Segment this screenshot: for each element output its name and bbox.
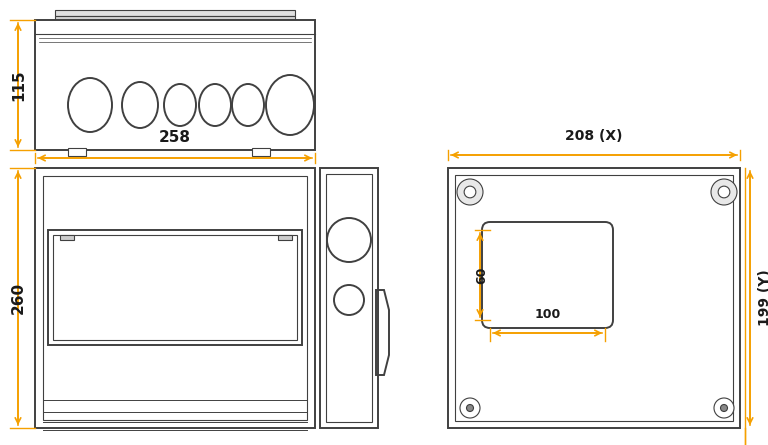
Bar	[278, 235, 292, 240]
Ellipse shape	[164, 84, 196, 126]
Text: 258: 258	[159, 130, 191, 145]
Circle shape	[718, 186, 730, 198]
Circle shape	[711, 179, 737, 205]
Circle shape	[327, 218, 371, 262]
Bar	[252, 148, 270, 156]
Bar	[48, 230, 302, 345]
Text: 115: 115	[11, 69, 26, 101]
Text: 208 (X): 208 (X)	[565, 129, 623, 143]
Ellipse shape	[68, 78, 112, 132]
Ellipse shape	[266, 75, 314, 135]
Text: 199 (Y): 199 (Y)	[758, 270, 768, 326]
Text: 260: 260	[11, 282, 26, 314]
Circle shape	[457, 179, 483, 205]
Bar	[55, 21, 295, 26]
Bar	[35, 20, 315, 150]
Bar	[35, 168, 315, 428]
Bar	[455, 175, 733, 421]
Bar	[60, 235, 74, 240]
FancyBboxPatch shape	[482, 222, 613, 328]
Bar	[448, 168, 740, 428]
Bar	[326, 174, 372, 422]
Bar	[55, 10, 295, 16]
Bar	[55, 16, 295, 21]
Circle shape	[720, 405, 727, 412]
Ellipse shape	[199, 84, 231, 126]
Ellipse shape	[122, 82, 158, 128]
Circle shape	[464, 186, 476, 198]
Circle shape	[334, 285, 364, 315]
Circle shape	[466, 405, 474, 412]
Circle shape	[714, 398, 734, 418]
Circle shape	[460, 398, 480, 418]
Bar	[53, 235, 297, 340]
Bar	[68, 148, 86, 156]
Text: 60: 60	[475, 266, 488, 284]
Text: 100: 100	[535, 308, 561, 321]
Bar	[320, 168, 378, 428]
Bar	[43, 176, 307, 420]
Ellipse shape	[232, 84, 264, 126]
